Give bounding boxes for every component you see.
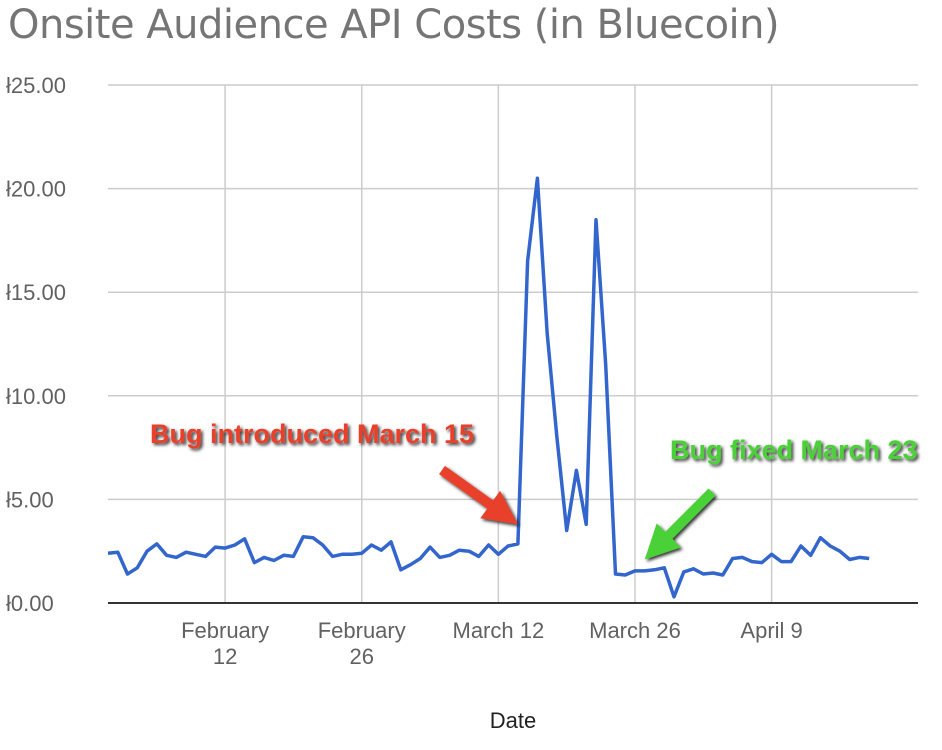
annotation-arrow: [439, 465, 518, 525]
axes: ł0.00 ł5.00 ł10.00 ł15.00 ł20.00 ł25.00 Februa…: [6, 73, 918, 669]
y-tick-label: ł25.00: [6, 73, 66, 98]
y-tick-label: ł0.00: [6, 591, 54, 616]
x-tick-label: April 9: [740, 618, 802, 643]
chart-title: Onsite Audience API Costs (in Bluecoin): [8, 2, 780, 48]
annotation-arrow: [644, 488, 716, 560]
y-tick-label: ł5.00: [6, 487, 54, 512]
y-tick-label: ł10.00: [6, 384, 66, 409]
x-tick-label: February 12: [181, 618, 269, 669]
y-tick-label: ł15.00: [6, 280, 66, 305]
y-tick-label: ł20.00: [6, 177, 66, 202]
series: [107, 176, 870, 599]
x-tick-label: February 26: [318, 618, 406, 669]
annotations: Bug introduced March 15 Bug fixed March 2…: [150, 419, 918, 560]
x-tick-label: March 12: [453, 618, 545, 643]
x-tick-label: March 26: [589, 618, 681, 643]
x-axis-label: Date: [490, 708, 536, 733]
annotation-label: Bug fixed March 23: [670, 435, 918, 465]
grid: [108, 84, 918, 603]
annotation-label: Bug introduced March 15: [150, 419, 474, 449]
series-line: [107, 176, 870, 599]
